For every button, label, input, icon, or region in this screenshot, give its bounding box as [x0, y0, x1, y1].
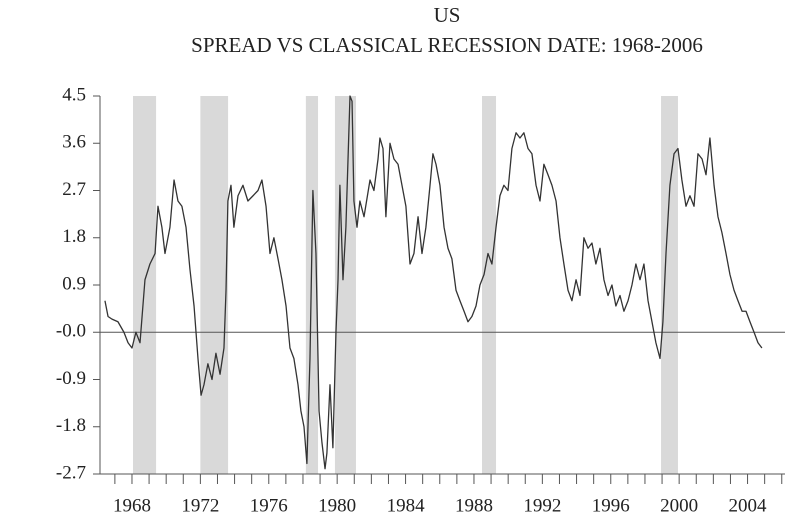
x-tick-label: 1972	[181, 495, 219, 516]
y-tick-label: -2.7	[56, 462, 86, 483]
chart-title: US	[434, 3, 461, 27]
y-tick-label: 0.9	[62, 273, 86, 294]
y-tick-label: -0.9	[56, 368, 86, 389]
y-tick-label: 4.5	[62, 84, 86, 105]
x-tick-label: 1976	[250, 495, 288, 516]
x-tick-label: 1968	[113, 495, 151, 516]
spread-line	[104, 95, 763, 470]
x-tick-label: 1992	[523, 495, 561, 516]
y-tick-label: -1.8	[56, 415, 86, 436]
y-tick-label: 2.7	[62, 179, 86, 200]
x-tick-label: 1980	[318, 495, 356, 516]
x-tick-label: 1988	[455, 495, 493, 516]
x-tick-label: 2000	[660, 495, 698, 516]
y-tick-label: -0.0	[56, 321, 86, 342]
recession-band	[661, 96, 678, 474]
x-tick-label: 2004	[729, 495, 768, 516]
recession-band	[200, 96, 229, 474]
x-tick-label: 1984	[387, 495, 426, 516]
chart-subtitle: SPREAD VS CLASSICAL RECESSION DATE: 1968…	[191, 33, 703, 57]
y-tick-label: 3.6	[62, 132, 86, 153]
y-tick-label: 1.8	[62, 226, 86, 247]
recession-band	[481, 96, 497, 474]
x-tick-label: 1996	[592, 495, 630, 516]
